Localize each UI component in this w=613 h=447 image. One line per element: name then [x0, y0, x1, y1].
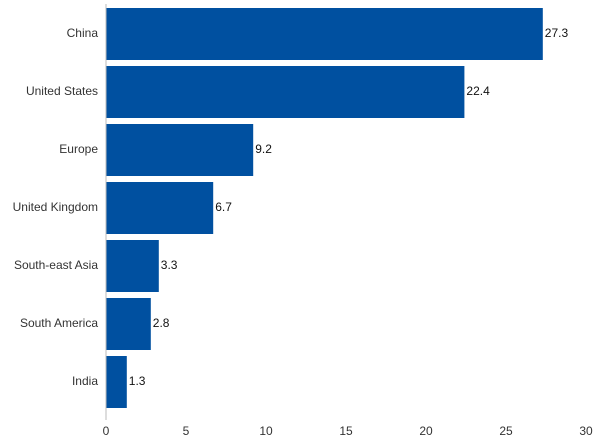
- value-label-south-america: 2.8: [153, 316, 170, 330]
- bar-south-america: [106, 298, 151, 350]
- category-labels: China United States Europe United Kingdom So…: [13, 26, 99, 388]
- bar-india: [106, 356, 127, 408]
- bar-south-east-asia: [106, 240, 159, 292]
- value-label-europe: 9.2: [255, 142, 272, 156]
- bar-united-kingdom: [106, 182, 214, 234]
- x-tick-label-0: 0: [103, 424, 110, 438]
- category-label-china: China: [67, 26, 99, 40]
- bar-europe: [106, 124, 254, 176]
- x-tick-label-5: 5: [183, 424, 190, 438]
- value-label-india: 1.3: [129, 374, 146, 388]
- value-label-south-east-asia: 3.3: [161, 258, 178, 272]
- bars-group: [106, 8, 543, 408]
- x-tick-label-15: 15: [339, 424, 353, 438]
- x-tick-label-20: 20: [419, 424, 433, 438]
- x-axis-ticks: 0 5 10 15 20 25 30: [103, 424, 593, 438]
- category-label-south-east-asia: South-east Asia: [14, 258, 98, 272]
- value-labels: 27.3 22.4 9.2 6.7 3.3 2.8 1.3: [129, 26, 569, 388]
- category-label-united-kingdom: United Kingdom: [13, 200, 98, 214]
- x-tick-label-10: 10: [259, 424, 273, 438]
- bar-china: [106, 8, 543, 60]
- category-label-south-america: South America: [20, 316, 98, 330]
- value-label-china: 27.3: [545, 26, 569, 40]
- x-tick-label-25: 25: [499, 424, 513, 438]
- bar-united-states: [106, 66, 465, 118]
- x-tick-label-30: 30: [579, 424, 593, 438]
- category-label-europe: Europe: [59, 142, 98, 156]
- category-label-united-states: United States: [26, 84, 98, 98]
- value-label-united-states: 22.4: [466, 84, 490, 98]
- category-label-india: India: [72, 374, 98, 388]
- value-label-united-kingdom: 6.7: [215, 200, 232, 214]
